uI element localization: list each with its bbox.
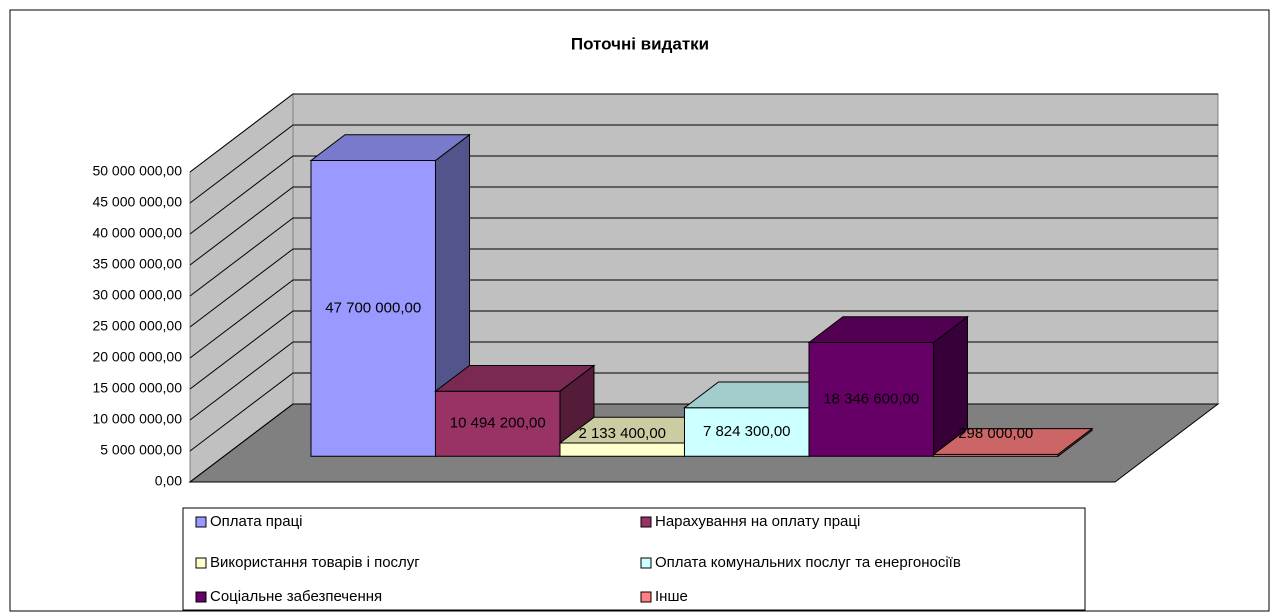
data-label: 47 700 000,00 xyxy=(325,299,421,316)
y-tick-label: 5 000 000,00 xyxy=(100,442,182,458)
grid-line xyxy=(189,310,1218,390)
data-label: 298 000,00 xyxy=(958,425,1033,442)
bar-top xyxy=(434,364,596,392)
y-tick-label: 20 000 000,00 xyxy=(92,349,182,365)
chart-title: Поточні видатки xyxy=(571,34,709,53)
legend-label: Використання товарів і послуг xyxy=(210,554,420,571)
legend-swatch xyxy=(640,591,652,603)
grid-line xyxy=(189,93,1218,173)
data-label: 18 346 600,00 xyxy=(823,390,919,407)
y-tick-label: 25 000 000,00 xyxy=(92,318,182,334)
legend-label: Соціальне забезпечення xyxy=(210,588,382,605)
legend xyxy=(182,507,1086,611)
legend-swatch xyxy=(195,591,207,603)
bar-top xyxy=(309,134,471,162)
bar-top xyxy=(932,428,1094,455)
legend-label: Оплата праці xyxy=(210,513,303,530)
y-tick-label: 10 000 000,00 xyxy=(92,411,182,427)
legend-swatch xyxy=(640,557,652,569)
grid-line xyxy=(189,248,1218,328)
grid-line xyxy=(189,186,1218,266)
grid-line xyxy=(189,124,1218,204)
legend-swatch xyxy=(640,516,652,528)
legend-label: Оплата комунальних послуг та енергоносії… xyxy=(655,554,961,571)
y-tick-label: 30 000 000,00 xyxy=(92,287,182,303)
bar-top xyxy=(807,316,969,344)
grid-line xyxy=(189,279,1218,359)
legend-swatch xyxy=(195,516,207,528)
bar-front xyxy=(559,442,685,457)
y-tick-label: 15 000 000,00 xyxy=(92,380,182,396)
data-label: 7 824 300,00 xyxy=(703,423,791,440)
legend-swatch xyxy=(195,557,207,569)
y-tick-label: 40 000 000,00 xyxy=(92,225,182,241)
grid-line xyxy=(189,217,1218,297)
y-tick-label: 50 000 000,00 xyxy=(92,163,182,179)
y-tick-label: 35 000 000,00 xyxy=(92,256,182,272)
data-label: 10 494 200,00 xyxy=(450,415,546,432)
y-tick-label: 45 000 000,00 xyxy=(92,194,182,210)
data-label: 2 133 400,00 xyxy=(578,425,666,442)
y-tick-label: 0,00 xyxy=(155,473,182,489)
legend-label: Нарахування на оплату праці xyxy=(655,513,860,530)
grid-line xyxy=(189,155,1218,235)
legend-label: Інше xyxy=(655,588,688,605)
